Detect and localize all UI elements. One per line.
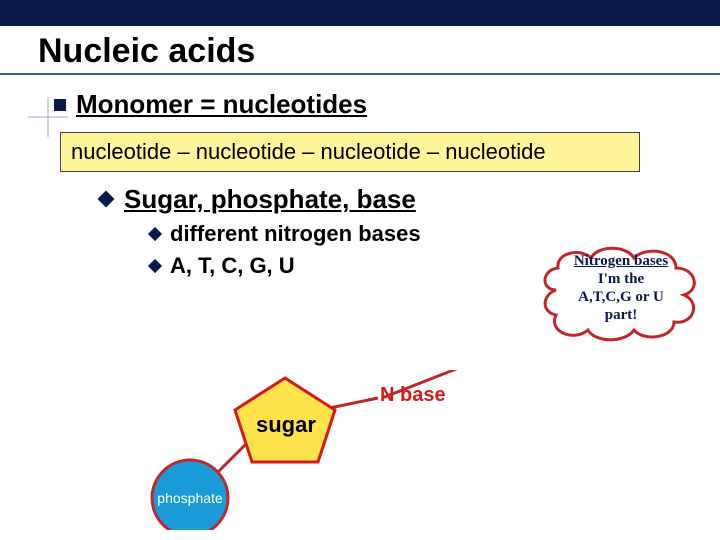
title-wrap: Nucleic acids [0,26,720,75]
components-text: Sugar, phosphate, base [124,184,416,214]
nucleotide-diagram: sugar N base phosphate [140,370,560,530]
square-bullet-icon [54,99,66,111]
phosphate-label: phosphate [150,490,230,506]
small-diamond-bullet-icon [148,259,162,273]
callout-line2: I'm the [598,271,644,287]
diamond-bullet-icon [98,191,115,208]
callout-bubble: Nitrogen bases I'm the A,T,C,G or U part… [536,240,706,340]
callout-text: Nitrogen bases I'm the A,T,C,G or U part… [536,240,706,324]
small-diamond-bullet-icon [148,227,162,241]
callout-line1: Nitrogen bases [574,253,668,269]
slide-title: Nucleic acids [20,26,700,73]
diagram-svg [140,370,560,530]
components-line: Sugar, phosphate, base [100,184,720,215]
callout-line3: A,T,C,G or U [578,289,664,305]
nitrogen-bases-text: different nitrogen bases [170,221,421,246]
bases-list-text: A, T, C, G, U [170,253,295,278]
sugar-label: sugar [256,412,316,438]
nbase-label: N base [380,384,446,407]
monomer-line: Monomer = nucleotides [54,89,720,120]
top-band [0,0,720,26]
monomer-text: Monomer = nucleotides [76,89,367,119]
nucleotide-chain-box: nucleotide – nucleotide – nucleotide – n… [60,132,640,172]
callout-line4: part! [605,307,638,323]
